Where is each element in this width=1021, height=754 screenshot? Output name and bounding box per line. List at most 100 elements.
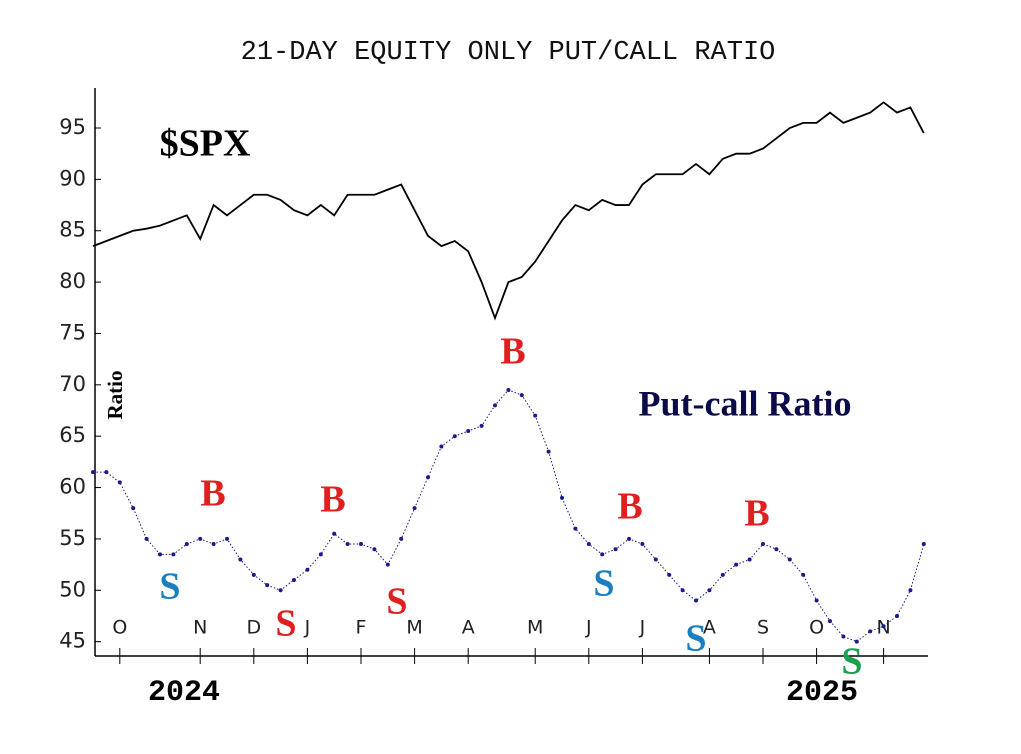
x-tick-label: N — [193, 617, 207, 639]
ratio-point — [305, 567, 310, 572]
ratio-point — [613, 547, 618, 552]
ratio-point — [787, 557, 792, 562]
y-tick-label: 45 — [59, 629, 86, 653]
ratio-point — [519, 393, 524, 398]
ratio-point — [399, 536, 404, 541]
x-tick-label: F — [356, 617, 367, 639]
chart-title: 21-DAY EQUITY ONLY PUT/CALL RATIO — [241, 38, 776, 68]
ratio-point — [586, 542, 591, 547]
ratio-point — [734, 562, 739, 567]
ratio-point — [600, 552, 605, 557]
ratio-point — [225, 536, 229, 541]
y-axis-label: Ratio — [103, 371, 127, 420]
signal-letter: S — [593, 563, 614, 605]
ratio-point — [332, 531, 337, 536]
ratio-point — [707, 588, 712, 593]
ratio-point — [238, 557, 243, 562]
signal-letter: S — [841, 641, 862, 683]
y-tick-label: 75 — [59, 320, 86, 344]
signal-letter: S — [685, 618, 706, 660]
ratio-point — [680, 588, 685, 593]
y-tick-label: 80 — [59, 269, 86, 293]
ratio-point — [546, 449, 551, 454]
ratio-point — [171, 552, 176, 557]
y-tick-label: 50 — [59, 577, 86, 601]
ratio-point — [747, 557, 752, 562]
ratio-point — [318, 552, 323, 557]
x-tick-label: S — [757, 617, 769, 639]
ratio-point — [439, 444, 444, 449]
y-tick-label: 65 — [59, 423, 86, 447]
ratio-point — [653, 557, 658, 562]
ratio-point — [774, 547, 779, 552]
ratio-point — [694, 598, 698, 603]
y-tick-label: 55 — [59, 526, 86, 550]
x-tick-label: J — [304, 617, 311, 639]
ratio-point — [493, 403, 497, 408]
y-tick-label: 70 — [59, 372, 86, 396]
ratio-point — [881, 624, 886, 629]
ratio-point — [131, 506, 136, 511]
ratio-point — [573, 526, 578, 531]
ratio-point — [841, 634, 846, 639]
ratio-point — [292, 578, 296, 583]
ratio-point — [466, 429, 471, 434]
ratio-point — [560, 495, 564, 500]
x-tick-label: M — [527, 617, 543, 639]
ratio-point — [385, 562, 390, 567]
ratio-point — [828, 619, 832, 624]
ratio-point — [372, 547, 377, 552]
year-label: 2024 — [148, 676, 220, 710]
signal-letter: B — [500, 331, 525, 373]
signal-letter: B — [320, 479, 345, 521]
ratio-point — [412, 506, 417, 511]
x-tick-label: J — [585, 617, 592, 639]
ratio-point — [667, 572, 672, 577]
ratio-point — [479, 423, 484, 428]
signal-letter: S — [386, 581, 407, 623]
x-tick-label: A — [703, 617, 716, 639]
ratio-point — [506, 387, 511, 392]
x-tick-label: A — [462, 617, 475, 639]
signal-letter: B — [617, 486, 642, 528]
y-tick-label: 90 — [59, 166, 86, 190]
x-tick-label: D — [246, 617, 261, 639]
ratio-point — [814, 598, 819, 603]
ratio-point — [104, 470, 109, 475]
x-tick-label: O — [112, 617, 127, 639]
y-tick-label: 60 — [59, 475, 86, 499]
y-tick-label: 85 — [59, 218, 86, 242]
y-tick-label: 95 — [59, 115, 86, 139]
ratio-point — [868, 629, 873, 634]
ratio-point — [627, 536, 631, 541]
signal-letter: B — [744, 493, 769, 535]
ratio-point — [211, 542, 216, 547]
ratio-point — [251, 572, 256, 577]
ratio-point — [91, 470, 95, 475]
ratio-point — [184, 542, 189, 547]
ratio-point — [640, 542, 645, 547]
series-label: $SPX — [160, 123, 251, 165]
ratio-point — [452, 434, 457, 439]
signal-letter: S — [275, 603, 296, 645]
ratio-point — [720, 572, 725, 577]
ratio-point — [158, 552, 162, 557]
ratio-point — [345, 542, 350, 547]
ratio-point — [908, 588, 913, 593]
ratio-point — [426, 475, 430, 480]
series-label: Put-call Ratio — [639, 383, 852, 423]
ratio-point — [895, 613, 899, 618]
ratio-point — [854, 639, 859, 644]
ratio-point — [921, 542, 926, 547]
x-tick-label: J — [639, 617, 646, 639]
ratio-point — [144, 536, 149, 541]
spx-line — [92, 101, 925, 321]
ratio-point — [359, 542, 363, 547]
ratio-point — [801, 572, 806, 577]
ratio-point — [117, 480, 122, 485]
ratio-point — [265, 583, 270, 588]
x-tick-label: M — [406, 617, 422, 639]
ratio-point — [761, 542, 765, 547]
x-tick-label: O — [809, 617, 824, 639]
